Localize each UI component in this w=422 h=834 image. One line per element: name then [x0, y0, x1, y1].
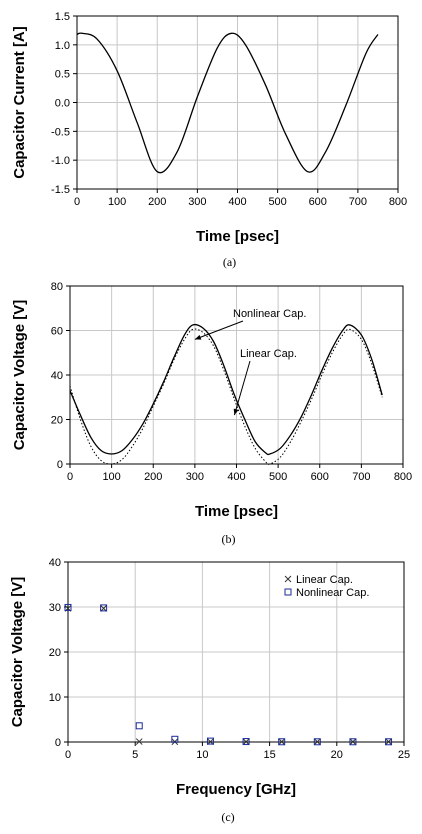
x-marker-stroke — [385, 738, 392, 746]
y-tick-label: 20 — [49, 647, 61, 659]
y-tick-label: -0.5 — [51, 126, 70, 138]
x-tick-label: 800 — [389, 196, 407, 208]
x-tick-label: 5 — [132, 749, 138, 761]
legend-entry: Nonlinear Cap. — [296, 587, 369, 599]
plot-frame — [67, 561, 405, 743]
x-axis-label: Time [psec] — [196, 228, 279, 245]
linear-cap-point — [135, 738, 143, 745]
x-tick-label: 400 — [228, 196, 246, 208]
legend-entry: Linear Cap. — [296, 574, 353, 586]
x-marker-stroke — [100, 604, 107, 612]
series-line-current — [76, 32, 379, 174]
linear-cap-point — [385, 738, 392, 746]
x-tick-label: 200 — [144, 471, 162, 483]
plot-frame — [76, 15, 399, 190]
nonlinear-cap-point — [349, 738, 357, 746]
x-tick-label: 0 — [74, 196, 80, 208]
series-line-linear-cap — [69, 328, 383, 465]
linear-cap-point — [278, 738, 286, 746]
x-tick-label: 25 — [398, 749, 410, 761]
x-tick-label: 500 — [269, 471, 287, 483]
x-tick-label: 600 — [311, 471, 329, 483]
y-tick-label: 60 — [51, 326, 63, 338]
figure-caption: (a) — [223, 255, 236, 269]
plot-frame — [69, 285, 404, 465]
linear-cap-point — [349, 738, 357, 746]
y-tick-label: -1.0 — [51, 155, 70, 167]
nonlinear-cap-point — [100, 604, 108, 612]
nonlinear-cap-point — [242, 738, 250, 746]
y-tick-label: 0.5 — [55, 69, 70, 81]
series-line-nonlinear-cap — [69, 323, 383, 456]
nonlinear-cap-point — [135, 722, 143, 730]
y-axis-label: Capacitor Current [A] — [11, 26, 28, 179]
x-tick-label: 100 — [102, 471, 120, 483]
legend-marker-x — [284, 575, 292, 583]
legend: Linear Cap.Nonlinear Cap. — [284, 574, 369, 599]
x-tick-label: 700 — [349, 196, 367, 208]
x-marker-stroke — [171, 738, 179, 746]
x-tick-label: 400 — [227, 471, 245, 483]
x-axis-label: Frequency [GHz] — [176, 781, 296, 798]
x-tick-label: 100 — [108, 196, 126, 208]
y-tick-label: 20 — [51, 415, 63, 427]
y-tick-label: 80 — [51, 281, 63, 293]
legend-marker-square — [284, 588, 292, 596]
linear-cap-point — [242, 738, 250, 746]
x-tick-label: 200 — [148, 196, 166, 208]
y-tick-label: 30 — [49, 602, 61, 614]
y-axis-label: Capacitor Voltage [V] — [11, 300, 28, 451]
y-tick-label: 40 — [51, 370, 63, 382]
annotation-arrowhead — [194, 334, 202, 340]
x-tick-label: 0 — [65, 749, 71, 761]
y-tick-label: 40 — [49, 557, 61, 569]
linear-cap-point — [171, 738, 179, 746]
x-tick-label: 10 — [196, 749, 208, 761]
x-tick-label: 300 — [188, 196, 206, 208]
nonlinear-cap-point — [278, 738, 286, 746]
x-tick-label: 800 — [394, 471, 412, 483]
y-tick-label: 1.5 — [55, 11, 70, 23]
nonlinear-cap-point — [385, 738, 393, 746]
x-marker-stroke — [242, 738, 250, 746]
linear-cap-point — [313, 738, 321, 746]
y-tick-label: 10 — [49, 692, 61, 704]
x-marker-stroke — [278, 738, 286, 746]
chart-c: 0 5 10 15 20 25 40 30 20 10 0 Frequency [GHz] Capaci… — [9, 557, 410, 824]
annotation-arrowhead — [233, 408, 239, 416]
nonlinear-cap-point — [313, 738, 321, 746]
annotation-label: Nonlinear Cap. — [233, 308, 306, 320]
figure-caption: (c) — [221, 810, 234, 824]
y-tick-label: 1.0 — [55, 40, 70, 52]
annotation-label: Linear Cap. — [240, 348, 297, 360]
x-tick-label: 500 — [268, 196, 286, 208]
x-tick-label: 20 — [331, 749, 343, 761]
y-tick-label: 0 — [55, 737, 61, 749]
x-tick-label: 300 — [186, 471, 204, 483]
nonlinear-cap-point — [64, 603, 72, 611]
annotation-arrow — [233, 360, 251, 416]
x-tick-label: 0 — [67, 471, 73, 483]
figure-caption: (b) — [222, 532, 236, 546]
x-marker-stroke — [135, 738, 143, 745]
nonlinear-cap-point — [206, 737, 214, 745]
chart-a: 0 100 200 300 400 500 600 700 800 1.5 1.0 0.5 0.0 -0.… — [11, 11, 407, 269]
x-marker-stroke — [349, 738, 357, 746]
x-axis-label: Time [psec] — [195, 503, 278, 520]
x-tick-label: 15 — [263, 749, 275, 761]
y-tick-label: 0 — [57, 459, 63, 471]
y-tick-label: -1.5 — [51, 184, 70, 196]
linear-cap-point — [100, 604, 107, 612]
y-axis-label: Capacitor Voltage [V] — [9, 577, 26, 728]
annotation-arrow — [194, 320, 244, 340]
nonlinear-cap-point — [171, 735, 179, 743]
x-tick-label: 700 — [352, 471, 370, 483]
x-marker-stroke — [313, 738, 321, 746]
x-tick-label: 600 — [309, 196, 327, 208]
y-tick-label: 0.0 — [55, 98, 70, 110]
